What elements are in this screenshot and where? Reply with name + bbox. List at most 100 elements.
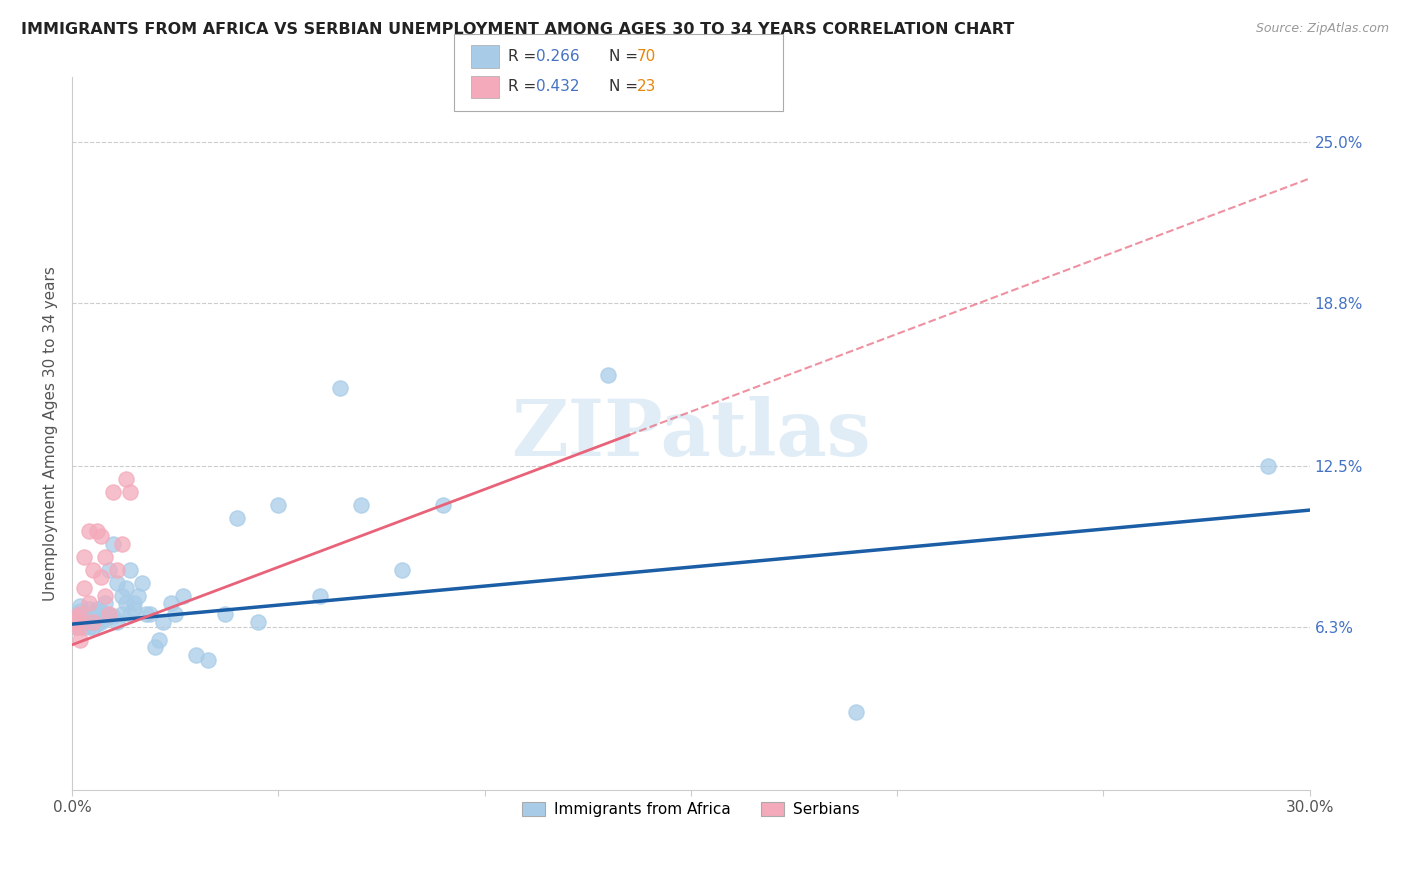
Point (131, 575, 153, 590)
Point (69, 620, 91, 634)
Point (90, 570, 112, 584)
Point (350, 498, 373, 512)
Point (77, 609, 100, 624)
Point (65, 620, 87, 634)
Point (98, 563, 121, 577)
Point (86, 617, 108, 632)
Point (69, 615, 91, 629)
Point (148, 632, 170, 647)
Point (845, 705, 868, 719)
Point (94, 549, 117, 564)
Point (110, 537, 132, 551)
Point (118, 607, 141, 621)
Legend: Immigrants from Africa, Serbians: Immigrants from Africa, Serbians (515, 795, 868, 825)
Point (69, 620, 91, 634)
Point (90, 529, 112, 543)
Point (69, 604, 91, 618)
Point (114, 472, 136, 486)
Text: ZIPatlas: ZIPatlas (510, 396, 870, 472)
Point (69, 609, 91, 624)
Point (73, 607, 96, 621)
Point (65, 615, 87, 629)
Point (432, 498, 454, 512)
Point (73, 609, 96, 624)
Point (308, 589, 330, 603)
Text: 70: 70 (637, 49, 657, 63)
Point (65, 620, 87, 634)
Text: R =: R = (508, 49, 541, 63)
Point (77, 620, 100, 634)
Point (69, 632, 91, 647)
Point (226, 511, 249, 525)
Point (184, 648, 207, 663)
Point (105, 563, 128, 577)
Point (69, 607, 91, 621)
Point (77, 601, 100, 615)
Point (114, 596, 136, 610)
Point (65, 607, 87, 621)
Point (139, 607, 162, 621)
Point (98, 609, 121, 624)
Point (90, 609, 112, 624)
Point (82, 607, 104, 621)
Point (77, 615, 100, 629)
Point (73, 620, 96, 634)
Point (98, 607, 121, 621)
Point (65, 609, 87, 624)
Point (118, 563, 141, 577)
Point (152, 615, 174, 629)
Text: 0.266: 0.266 (536, 49, 579, 63)
Point (160, 596, 183, 610)
Y-axis label: Unemployment Among Ages 30 to 34 years: Unemployment Among Ages 30 to 34 years (44, 266, 58, 601)
Point (103, 609, 125, 624)
Point (214, 607, 236, 621)
Point (73, 615, 96, 629)
Point (94, 596, 117, 610)
Point (143, 640, 166, 655)
Point (82, 615, 104, 629)
Text: 23: 23 (637, 79, 657, 94)
Point (69, 599, 91, 613)
Point (103, 537, 125, 551)
Point (94, 589, 117, 603)
Text: N =: N = (609, 49, 643, 63)
Text: N =: N = (609, 79, 643, 94)
Point (329, 381, 352, 395)
Point (65, 609, 87, 624)
Point (94, 612, 117, 626)
Point (86, 607, 108, 621)
Point (86, 612, 108, 626)
Text: 0.432: 0.432 (536, 79, 579, 94)
Point (90, 604, 112, 618)
Point (110, 607, 132, 621)
Point (82, 563, 104, 577)
Point (122, 596, 145, 610)
Point (118, 485, 141, 500)
Point (246, 615, 269, 629)
Point (82, 615, 104, 629)
Point (90, 615, 112, 629)
Point (110, 589, 132, 603)
Point (73, 549, 96, 564)
Point (86, 524, 108, 538)
Point (105, 615, 128, 629)
Point (77, 524, 100, 538)
Point (391, 563, 413, 577)
Point (197, 653, 219, 667)
Point (122, 601, 145, 615)
Text: Source: ZipAtlas.com: Source: ZipAtlas.com (1256, 22, 1389, 36)
Point (82, 620, 104, 634)
Point (172, 589, 194, 603)
Point (73, 581, 96, 595)
Point (82, 609, 104, 624)
Point (65, 615, 87, 629)
Point (165, 607, 187, 621)
Point (105, 575, 128, 590)
Point (77, 596, 100, 610)
Text: IMMIGRANTS FROM AFRICA VS SERBIAN UNEMPLOYMENT AMONG AGES 30 TO 34 YEARS CORRELA: IMMIGRANTS FROM AFRICA VS SERBIAN UNEMPL… (21, 22, 1014, 37)
Point (94, 607, 117, 621)
Point (267, 498, 290, 512)
Text: R =: R = (508, 79, 541, 94)
Point (1257, 458, 1279, 473)
Point (86, 601, 108, 615)
